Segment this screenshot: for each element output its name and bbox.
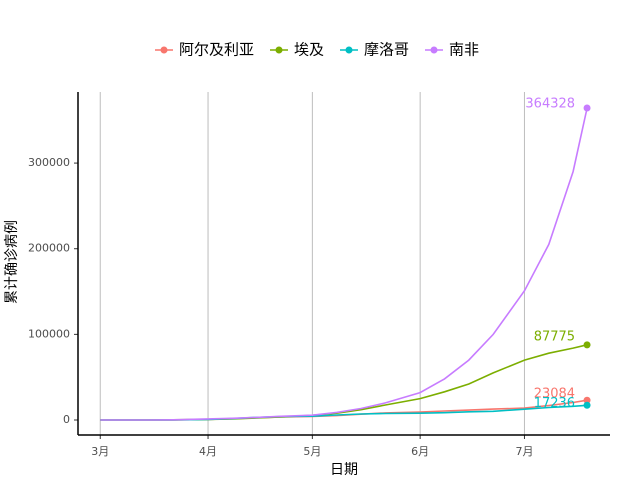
legend-marker — [430, 46, 438, 54]
legend-marker — [345, 46, 353, 54]
x-tick-label: 4月 — [199, 445, 217, 458]
legend-marker — [275, 46, 283, 54]
y-tick-label: 200000 — [28, 242, 70, 255]
legend-label: 阿尔及利亚 — [179, 41, 254, 59]
x-tick-label: 7月 — [515, 445, 533, 458]
end-point — [583, 341, 591, 349]
y-tick-label: 0 — [63, 413, 70, 426]
y-axis-title: 累计确诊病例 — [4, 220, 20, 304]
value-label: 364328 — [525, 96, 575, 111]
y-tick-label: 100000 — [28, 327, 70, 340]
value-label: 17236 — [534, 396, 575, 411]
series-line — [100, 107, 588, 421]
y-tick-label: 300000 — [28, 156, 70, 169]
value-label: 23084 — [534, 387, 575, 402]
legend-label: 埃及 — [294, 41, 324, 59]
end-point — [583, 104, 591, 112]
end-point — [583, 401, 591, 409]
x-tick-label: 3月 — [91, 445, 109, 458]
x-axis-title: 日期 — [330, 462, 358, 478]
legend-marker — [160, 46, 168, 54]
legend-label: 南非 — [449, 41, 479, 59]
x-tick-label: 6月 — [411, 445, 429, 458]
value-label: 87775 — [534, 329, 575, 344]
legend-label: 摩洛哥 — [364, 41, 409, 59]
end-point — [583, 396, 591, 404]
x-tick-label: 5月 — [303, 445, 321, 458]
